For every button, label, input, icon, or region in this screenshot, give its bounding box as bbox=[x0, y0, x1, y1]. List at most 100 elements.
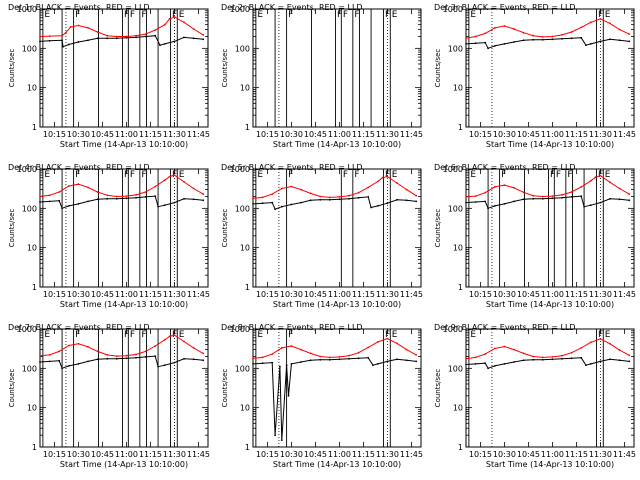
x-axis-label: Start Time (14-Apr-13 10:10:00) bbox=[486, 460, 614, 469]
data-point bbox=[309, 359, 312, 362]
data-point bbox=[580, 26, 583, 29]
x-tick-label: 11:15 bbox=[139, 450, 162, 459]
data-point bbox=[61, 39, 63, 42]
flag-label: E bbox=[470, 10, 476, 20]
data-point bbox=[62, 45, 64, 48]
plot-frame bbox=[465, 168, 635, 288]
data-point bbox=[532, 197, 535, 200]
series-line-1 bbox=[39, 355, 204, 369]
data-point bbox=[338, 358, 341, 361]
x-axis-label: Start Time (14-Apr-13 10:10:00) bbox=[273, 300, 401, 309]
data-point bbox=[125, 195, 128, 198]
data-point bbox=[585, 364, 587, 367]
flag-label: F bbox=[385, 330, 390, 340]
data-point bbox=[474, 35, 477, 38]
data-point bbox=[173, 40, 176, 43]
x-tick-label: 11:00 bbox=[328, 290, 351, 299]
plot-frame bbox=[252, 328, 422, 448]
data-point bbox=[396, 358, 398, 361]
data-point bbox=[609, 181, 611, 184]
flag-label: E bbox=[392, 10, 398, 20]
data-point bbox=[522, 352, 525, 355]
x-tick-label: 11:45 bbox=[613, 450, 636, 459]
data-point bbox=[609, 22, 611, 25]
series-line-1 bbox=[465, 195, 630, 209]
data-point bbox=[348, 357, 350, 360]
data-point bbox=[252, 357, 254, 360]
data-point bbox=[348, 194, 350, 197]
panel-title: Det 9r BLACK = Events, RED = LLD bbox=[434, 323, 576, 332]
data-point bbox=[173, 174, 176, 177]
y-tick-label: 10 bbox=[27, 244, 37, 253]
data-point bbox=[280, 347, 283, 349]
data-point bbox=[271, 201, 274, 204]
x-tick-label: 10:15 bbox=[256, 290, 279, 299]
data-point bbox=[618, 198, 621, 201]
y-axis-label: Counts/sec bbox=[221, 369, 229, 408]
flag-label: E bbox=[470, 330, 476, 340]
data-point bbox=[192, 358, 195, 361]
x-tick-label: 10:30 bbox=[67, 290, 90, 299]
flag-label: E bbox=[392, 330, 398, 340]
data-point bbox=[541, 195, 544, 198]
data-point bbox=[300, 188, 302, 191]
data-point bbox=[319, 358, 322, 361]
data-point bbox=[168, 335, 171, 338]
data-point bbox=[261, 356, 264, 359]
data-point bbox=[376, 341, 379, 343]
data-point bbox=[503, 184, 506, 187]
data-point bbox=[532, 34, 535, 37]
flag-label: F bbox=[141, 170, 146, 180]
plot-frame bbox=[465, 328, 635, 448]
data-point bbox=[202, 193, 205, 196]
x-tick-label: 11:00 bbox=[328, 450, 351, 459]
data-point bbox=[183, 357, 185, 360]
data-point bbox=[87, 346, 89, 348]
data-point bbox=[135, 356, 137, 359]
data-point bbox=[39, 40, 41, 43]
data-point bbox=[474, 42, 477, 45]
data-point bbox=[163, 204, 166, 207]
x-axis-label: Start Time (14-Apr-13 10:10:00) bbox=[273, 460, 401, 469]
y-tick-label: 100 bbox=[235, 364, 250, 373]
data-point bbox=[628, 40, 631, 43]
flag-label: E bbox=[605, 10, 611, 20]
y-tick-label: 1 bbox=[32, 443, 37, 452]
data-point bbox=[589, 363, 592, 365]
data-point bbox=[487, 207, 489, 210]
data-point bbox=[493, 365, 496, 367]
data-point bbox=[484, 200, 487, 203]
flag-label: F bbox=[385, 170, 390, 180]
y-axis-label: Counts/sec bbox=[8, 49, 16, 88]
data-point bbox=[61, 207, 63, 210]
flag-label: E bbox=[179, 170, 185, 180]
flag-label: F bbox=[501, 170, 506, 180]
data-point bbox=[96, 191, 99, 193]
x-tick-label: 11:45 bbox=[400, 130, 423, 139]
data-point bbox=[381, 176, 384, 179]
data-point bbox=[487, 367, 489, 370]
data-point bbox=[599, 360, 602, 363]
data-point bbox=[609, 38, 611, 41]
data-point bbox=[338, 356, 341, 358]
y-tick-label: 1 bbox=[245, 123, 250, 132]
data-point bbox=[570, 351, 573, 354]
panel-title: Det 7r BLACK = Events, RED = LLD bbox=[8, 323, 150, 332]
data-point bbox=[561, 194, 563, 196]
flag-label: F bbox=[124, 170, 129, 180]
flag-label: F bbox=[130, 330, 135, 340]
data-point bbox=[376, 180, 379, 183]
data-point bbox=[173, 16, 176, 18]
panel-title: Det 4r BLACK = Events, RED = LLD bbox=[8, 163, 150, 172]
data-point bbox=[589, 341, 592, 344]
data-point bbox=[599, 18, 602, 20]
x-tick-label: 10:15 bbox=[469, 290, 492, 299]
x-tick-label: 11:00 bbox=[115, 130, 138, 139]
data-point bbox=[532, 38, 535, 41]
data-point bbox=[357, 351, 360, 354]
data-point bbox=[551, 35, 554, 38]
data-point bbox=[125, 197, 128, 200]
y-tick-label: 100 bbox=[448, 204, 463, 213]
x-tick-label: 10:45 bbox=[304, 450, 327, 459]
x-tick-label: 11:45 bbox=[400, 450, 423, 459]
